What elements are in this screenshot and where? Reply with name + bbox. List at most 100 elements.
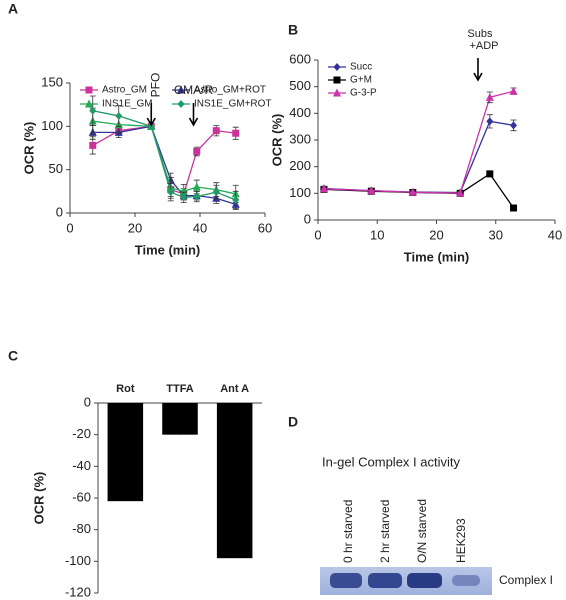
- y-tick-label: 150: [41, 74, 63, 89]
- series-line: [92, 125, 236, 195]
- data-point: [89, 106, 97, 115]
- legend-label: Astro_GM+ROT: [194, 85, 266, 96]
- data-point: [408, 187, 417, 196]
- y-tick-label: 600: [289, 51, 311, 66]
- x-tick-label: 40: [548, 227, 562, 242]
- panel-letter: B: [288, 22, 298, 38]
- annotation-arrow: [146, 103, 156, 127]
- annotation: Subs: [467, 28, 493, 40]
- x-tick-label: 60: [258, 220, 272, 235]
- y-tick-label: -40: [72, 458, 91, 473]
- x-tick-label: 30: [489, 227, 503, 242]
- bar: [107, 403, 144, 502]
- series-line: [323, 172, 515, 209]
- legend-label: G-3-P: [350, 88, 377, 99]
- y-tick-label: -80: [72, 521, 91, 536]
- series-line: [92, 125, 236, 205]
- y-axis-title: OCR (%): [21, 122, 36, 175]
- category-label: Rot: [116, 383, 135, 395]
- y-axis-title: OCR (%): [31, 472, 46, 525]
- legend-marker: [177, 85, 185, 94]
- series-line: [323, 120, 514, 194]
- bar: [216, 403, 253, 559]
- annotation: PFO: [148, 73, 162, 98]
- legend-marker: [333, 63, 341, 71]
- data-point: [509, 86, 518, 95]
- annotation-arrow: [473, 58, 483, 82]
- data-point: [180, 193, 188, 202]
- gel-title: In-gel Complex I activity: [322, 454, 460, 469]
- lane-label: O/N starved: [415, 499, 429, 563]
- legend-label: INS1E_GM+ROT: [194, 99, 272, 110]
- series-line: [92, 110, 236, 201]
- y-tick-label: -120: [65, 584, 91, 599]
- data-point: [212, 188, 220, 197]
- data-point: [486, 170, 494, 178]
- x-tick-label: 20: [128, 220, 142, 235]
- legend-marker: [177, 100, 185, 108]
- data-point: [319, 184, 328, 193]
- annotation: GMA/R: [174, 83, 214, 97]
- y-axis-title: OCR (%): [269, 114, 284, 167]
- gel-band: [407, 573, 442, 588]
- panel-letter: C: [8, 348, 18, 364]
- x-tick-label: 20: [429, 227, 443, 242]
- y-tick-label: 100: [289, 185, 311, 200]
- data-point: [367, 186, 376, 195]
- x-axis-title: Time (min): [404, 249, 470, 264]
- gel-band: [452, 575, 480, 586]
- legend-marker: [85, 99, 93, 108]
- gel-panel: In-gel Complex I activity 0 hr starved 2…: [320, 454, 553, 595]
- legend-marker: [333, 88, 341, 97]
- annotation: +ADP: [469, 40, 498, 52]
- panel-letter: D: [288, 414, 298, 430]
- data-point: [193, 147, 201, 155]
- data-point: [456, 188, 465, 197]
- data-point: [485, 92, 494, 101]
- data-point: [212, 127, 220, 135]
- annotation-arrow: [188, 103, 199, 127]
- x-tick-label: 0: [66, 220, 73, 235]
- data-point: [486, 117, 494, 126]
- y-tick-label: 200: [289, 158, 311, 173]
- data-point: [179, 186, 188, 195]
- y-tick-label: 300: [289, 131, 311, 146]
- y-tick-label: 500: [289, 78, 311, 93]
- data-point: [192, 182, 201, 191]
- x-tick-label: 10: [370, 227, 384, 242]
- lane-label: 0 hr starved: [341, 500, 355, 563]
- data-point: [115, 111, 123, 120]
- y-tick-label: -60: [72, 489, 91, 504]
- data-point: [193, 192, 201, 201]
- x-tick-label: 0: [314, 227, 321, 242]
- category-label: TTFA: [166, 383, 194, 395]
- legend-label: Succ: [350, 62, 372, 73]
- y-tick-label: 0: [56, 204, 63, 219]
- error-bar: [175, 418, 185, 435]
- gel-band: [368, 573, 402, 588]
- series-line: [92, 120, 236, 195]
- legend-label: Astro_GM: [102, 85, 147, 96]
- y-tick-label: 0: [84, 394, 91, 409]
- data-point: [232, 196, 240, 204]
- legend-label: INS1E_GM: [102, 99, 153, 110]
- panel-letter: A: [8, 1, 18, 17]
- data-point: [510, 121, 518, 130]
- legend-label: G+M: [350, 75, 372, 86]
- band-label: Complex I: [499, 573, 553, 587]
- y-tick-label: -100: [65, 553, 91, 568]
- legend-marker: [333, 76, 341, 84]
- data-point: [89, 141, 97, 149]
- lane-label: 2 hr starved: [378, 500, 392, 563]
- category-label: Ant A: [220, 383, 249, 395]
- data-point: [232, 129, 240, 137]
- legend-marker: [85, 86, 93, 94]
- data-point: [167, 188, 175, 197]
- y-tick-label: 100: [41, 118, 63, 133]
- y-tick-label: 0: [304, 211, 311, 226]
- series-line: [323, 90, 514, 194]
- x-tick-label: 40: [193, 220, 207, 235]
- data-point: [510, 204, 518, 212]
- error-bar: [229, 535, 240, 559]
